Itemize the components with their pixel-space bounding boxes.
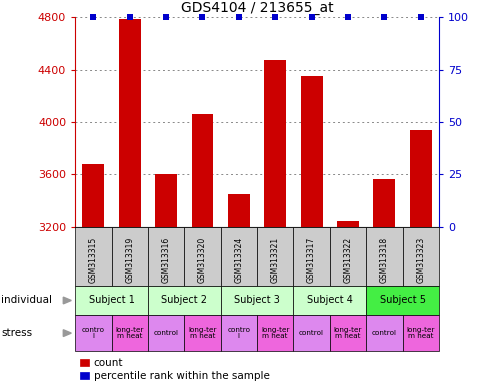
Text: Subject 4: Subject 4 [306,295,352,306]
Text: GSM313324: GSM313324 [234,237,243,283]
Text: long-ter
m heat: long-ter m heat [260,327,289,339]
Bar [300,76,322,227]
Text: GSM313319: GSM313319 [125,237,134,283]
Text: Subject 2: Subject 2 [161,295,207,306]
Text: long-ter
m heat: long-ter m heat [333,327,362,339]
Text: Subject 5: Subject 5 [379,295,424,306]
Bar [119,18,140,227]
Text: GSM313318: GSM313318 [379,237,388,283]
Text: long-ter
m heat: long-ter m heat [406,327,434,339]
Title: GDS4104 / 213655_at: GDS4104 / 213655_at [181,1,333,15]
Polygon shape [63,297,71,304]
Text: GSM313315: GSM313315 [89,237,98,283]
Text: GSM313322: GSM313322 [343,237,352,283]
Text: contro
l: contro l [227,327,250,339]
Bar [227,194,249,227]
Bar [191,114,213,227]
Text: GSM313317: GSM313317 [306,237,316,283]
Text: GSM313316: GSM313316 [161,237,170,283]
Bar [336,221,358,227]
Text: control: control [299,330,323,336]
Text: GSM313323: GSM313323 [415,237,424,283]
Text: GSM313321: GSM313321 [270,237,279,283]
Text: control: control [371,330,396,336]
Text: Subject 1: Subject 1 [89,295,134,306]
Text: Subject 3: Subject 3 [234,295,279,306]
Text: control: control [153,330,178,336]
Text: long-ter
m heat: long-ter m heat [115,327,144,339]
Text: percentile rank within the sample: percentile rank within the sample [93,371,269,381]
Bar [155,174,177,227]
Bar [264,60,286,227]
Bar [409,130,431,227]
Text: long-ter
m heat: long-ter m heat [188,327,216,339]
Text: individual: individual [1,295,52,306]
Bar [82,164,104,227]
Polygon shape [63,330,71,336]
Text: contro
l: contro l [82,327,105,339]
Text: GSM313320: GSM313320 [197,237,207,283]
Text: stress: stress [1,328,32,338]
Text: count: count [93,358,123,368]
Bar [373,179,394,227]
